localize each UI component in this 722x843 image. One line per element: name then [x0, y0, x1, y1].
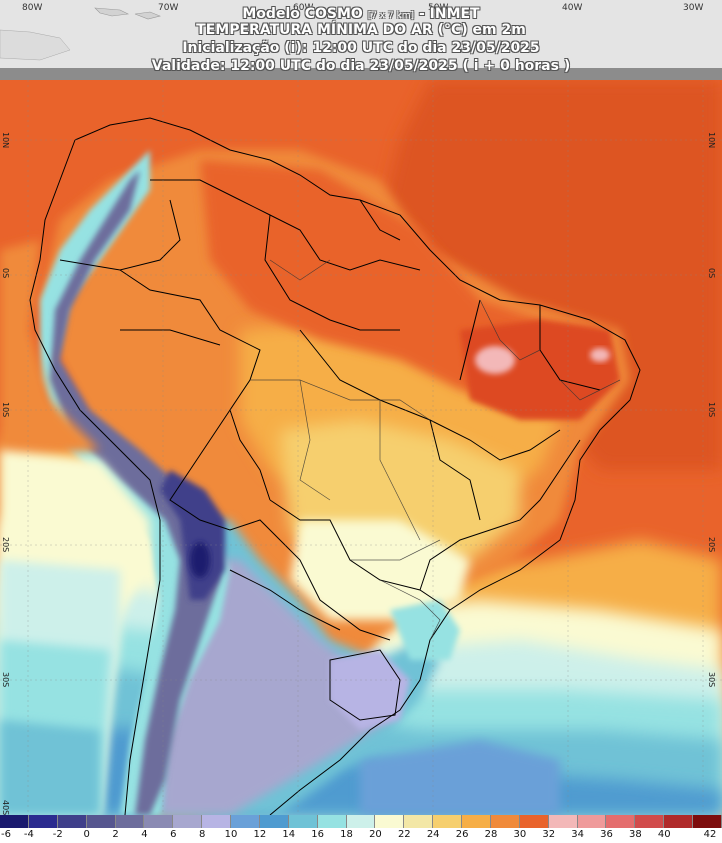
color-scale-cell [86, 815, 116, 828]
color-scale-cell [577, 815, 607, 828]
color-scale-cell [144, 815, 174, 828]
color-scale-cell [519, 815, 549, 828]
color-scale-cell [57, 815, 87, 828]
temperature-field [0, 80, 722, 815]
color-scale-cell [317, 815, 347, 828]
color-scale-tick-label: 6 [170, 829, 177, 840]
lon-label: 60W [293, 3, 314, 13]
color-scale-tick-label: 42 [703, 829, 717, 840]
color-scale-cell [288, 815, 318, 828]
header-background-map [0, 0, 722, 80]
validity-time: Validade: 12:00 UTC do dia 23/05/2025 ( … [151, 58, 571, 74]
color-scale-cell [635, 815, 665, 828]
lat-label: 0S [707, 268, 716, 279]
lat-label: 40S [1, 800, 10, 816]
lat-label: 10N [707, 132, 716, 149]
color-scale-tick-label: 10 [224, 829, 238, 840]
initialization-time: Inicialização (i): 12:00 UTC do dia 23/0… [182, 40, 540, 56]
color-scale-tick-label: 26 [455, 829, 469, 840]
color-scale-tick-label: -4 [23, 829, 34, 840]
color-scale-cell [693, 815, 722, 828]
lon-label: 50W [428, 3, 449, 13]
model-resolution: [7 x 7 km] [367, 11, 415, 21]
temperature-map [0, 80, 722, 815]
color-scale-tick-label: 18 [340, 829, 353, 840]
color-scale-legend: -6 -4 -2 0 2 4 6 8 10 12 14 16 18 20 22 24 26 28 30 32 34 36 3… [0, 815, 722, 843]
color-scale-tick-label: 2 [112, 829, 119, 840]
color-scale-tick-label: 12 [253, 829, 267, 840]
color-scale-tick-label: 36 [600, 829, 613, 840]
variable-title: TEMPERATURA MÍNIMA DO AR (°C) em 2m [196, 22, 526, 38]
color-scale-tick-label: 24 [426, 829, 440, 840]
lat-label: 0S [1, 268, 10, 279]
model-source: - INMET [418, 6, 480, 22]
lon-label: 80W [22, 3, 43, 13]
color-scale-tick-label: 38 [628, 829, 642, 840]
color-scale-tick-label: -6 [1, 829, 11, 840]
color-scale-tick-label: 32 [542, 829, 556, 840]
color-scale-cell [173, 815, 203, 828]
color-scale-tick-label: 14 [282, 829, 296, 840]
lon-label: 70W [158, 3, 179, 13]
color-scale-cell [375, 815, 405, 828]
model-name: Modelo COSMO [242, 6, 363, 22]
lat-label: 30S [707, 672, 716, 688]
color-scale-cell [259, 815, 289, 828]
color-scale-tick-label: 8 [198, 829, 206, 840]
color-scale-cell [115, 815, 145, 828]
color-scale-tick-label: 16 [311, 829, 325, 840]
map-title: Modelo COSMO [7 x 7 km] - INMET [0, 6, 722, 22]
lat-label: 20S [1, 537, 10, 553]
coastlines-and-borders [29, 117, 641, 815]
color-scale-cell [0, 815, 29, 828]
color-scale-cell [548, 815, 578, 828]
graticule [0, 80, 722, 815]
color-scale-tick-label: 20 [369, 829, 382, 840]
color-scale-ticks: -6 -4 -2 0 2 4 6 8 10 12 14 16 18 20 22 24 26 28 30 32 34 36 3… [0, 829, 722, 843]
lat-label: 10N [1, 132, 10, 149]
color-scale-tick-label: 0 [83, 829, 90, 840]
color-scale-cell [202, 815, 231, 828]
lat-label: 10S [1, 402, 10, 418]
color-scale-tick-label: 22 [397, 829, 411, 840]
color-scale-tick-label: 40 [657, 829, 671, 840]
lat-label: 30S [1, 672, 10, 688]
color-scale-tick-label: 34 [571, 829, 584, 840]
lon-label: 30W [683, 3, 704, 13]
color-scale-cell [433, 815, 462, 828]
color-scale-cell [404, 815, 434, 828]
lon-label: 40W [562, 3, 583, 13]
color-scale-tick-label: 30 [513, 829, 527, 840]
color-scale-bar [0, 815, 722, 828]
map-header: 80W 70W 60W 50W 40W 30W Modelo COSMO [7 … [0, 0, 722, 80]
color-scale-cell [462, 815, 491, 828]
color-scale-cell [231, 815, 260, 828]
color-scale-cell [490, 815, 520, 828]
color-scale-cell [346, 815, 376, 828]
color-scale-tick-label: 4 [141, 829, 148, 840]
color-scale-tick-label: -2 [52, 829, 63, 840]
lat-label: 20S [707, 537, 716, 553]
color-scale-cell [28, 815, 58, 828]
color-scale-tick-label: 28 [484, 829, 498, 840]
color-scale-cell [606, 815, 636, 828]
color-scale-cell [664, 815, 693, 828]
lat-label: 10S [707, 402, 716, 418]
